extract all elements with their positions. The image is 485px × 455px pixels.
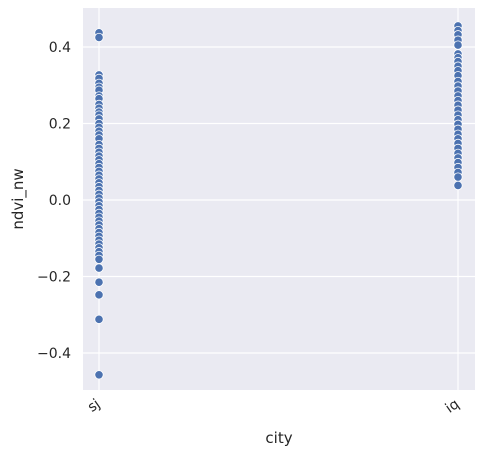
- data-point-sj: [94, 277, 104, 287]
- data-point-sj: [94, 370, 104, 380]
- y-tick-label: −0.4: [37, 346, 71, 362]
- data-point-sj: [94, 314, 104, 324]
- y-tick-label: 0.4: [49, 40, 71, 56]
- data-point-iq: [453, 180, 463, 191]
- x-tick-label-sj: sj: [85, 396, 103, 416]
- x-tick-labels: sj iq: [85, 396, 462, 416]
- data-point-iq: [453, 172, 463, 182]
- x-tick-label-iq: iq: [443, 396, 463, 416]
- data-point-sj: [94, 263, 104, 273]
- y-tick-labels: −0.4 −0.2 0.0 0.2 0.4: [37, 40, 71, 362]
- data-point-sj: [94, 32, 104, 43]
- y-tick-label: 0.0: [49, 193, 71, 209]
- y-tick-label: 0.2: [49, 117, 71, 133]
- y-tick-label: −0.2: [37, 270, 71, 286]
- data-points: [94, 21, 463, 380]
- plot-background: [83, 8, 475, 390]
- data-point-sj: [94, 254, 104, 264]
- x-axis-label: city: [265, 429, 292, 447]
- data-point-iq: [453, 40, 463, 50]
- y-axis-label: ndvi_nw: [9, 168, 28, 229]
- data-point-sj: [94, 290, 104, 300]
